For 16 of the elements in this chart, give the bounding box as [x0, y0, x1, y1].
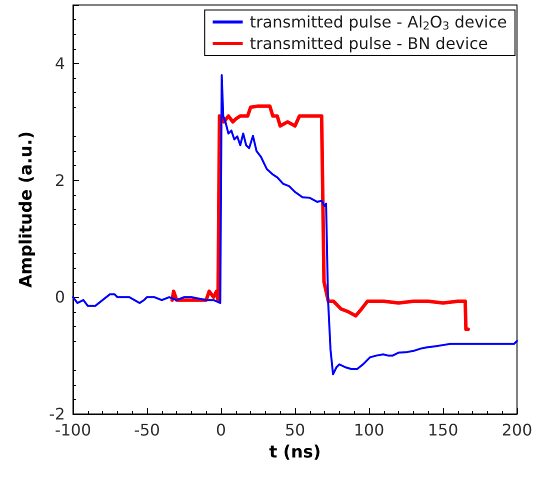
x-tick-label: 50 [284, 420, 306, 440]
x-tick-label: -50 [134, 420, 160, 440]
x-tick-label: 150 [428, 420, 458, 440]
x-axis-title: t (ns) [269, 442, 321, 462]
x-tick-label: -100 [54, 420, 92, 440]
y-tick-label: 0 [54, 288, 65, 307]
x-tick-label: 100 [354, 420, 384, 440]
y-tick-label: 4 [54, 54, 65, 73]
y-tick-label: -2 [49, 404, 65, 424]
y-axis-title: Amplitude (a.u.) [16, 131, 36, 288]
x-tick-label: 0 [216, 420, 226, 440]
legend-label: transmitted pulse - BN device [250, 34, 488, 53]
line-series [72, 74, 518, 376]
y-tick-label: 2 [54, 170, 65, 190]
x-tick-label: 200 [502, 420, 532, 440]
line-series [170, 104, 470, 332]
